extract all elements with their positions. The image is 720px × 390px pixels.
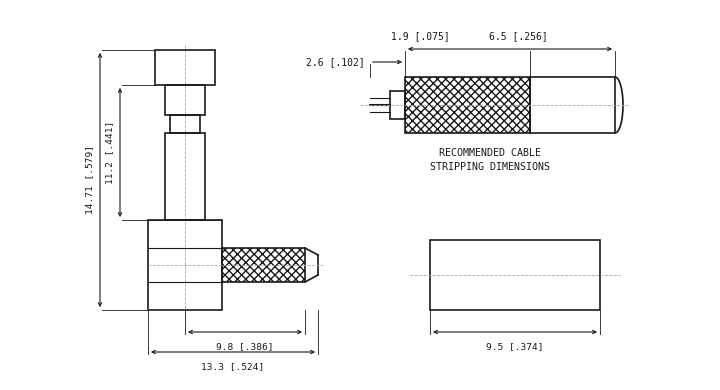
Bar bbox=[390, 91, 405, 119]
Text: STRIPPING DIMENSIONS: STRIPPING DIMENSIONS bbox=[430, 162, 550, 172]
Bar bbox=[222, 248, 305, 282]
Text: 9.5 [.374]: 9.5 [.374] bbox=[486, 342, 544, 351]
Text: 1.9 [.075]: 1.9 [.075] bbox=[391, 31, 449, 41]
Bar bbox=[405, 77, 530, 133]
Bar bbox=[155, 50, 215, 85]
Bar bbox=[148, 220, 222, 310]
Text: 6.5 [.256]: 6.5 [.256] bbox=[489, 31, 547, 41]
Bar bbox=[165, 133, 205, 220]
Text: 2.6 [.102]: 2.6 [.102] bbox=[306, 57, 365, 67]
Text: 11.2 [.441]: 11.2 [.441] bbox=[105, 121, 114, 184]
Bar bbox=[430, 240, 600, 310]
Text: RECOMMENDED CABLE: RECOMMENDED CABLE bbox=[439, 148, 541, 158]
Text: 14.71 [.579]: 14.71 [.579] bbox=[85, 145, 94, 214]
Text: 13.3 [.524]: 13.3 [.524] bbox=[202, 362, 265, 371]
Text: 9.8 [.386]: 9.8 [.386] bbox=[216, 342, 274, 351]
Bar bbox=[170, 115, 200, 133]
Bar bbox=[165, 85, 205, 115]
Bar bbox=[530, 77, 615, 133]
